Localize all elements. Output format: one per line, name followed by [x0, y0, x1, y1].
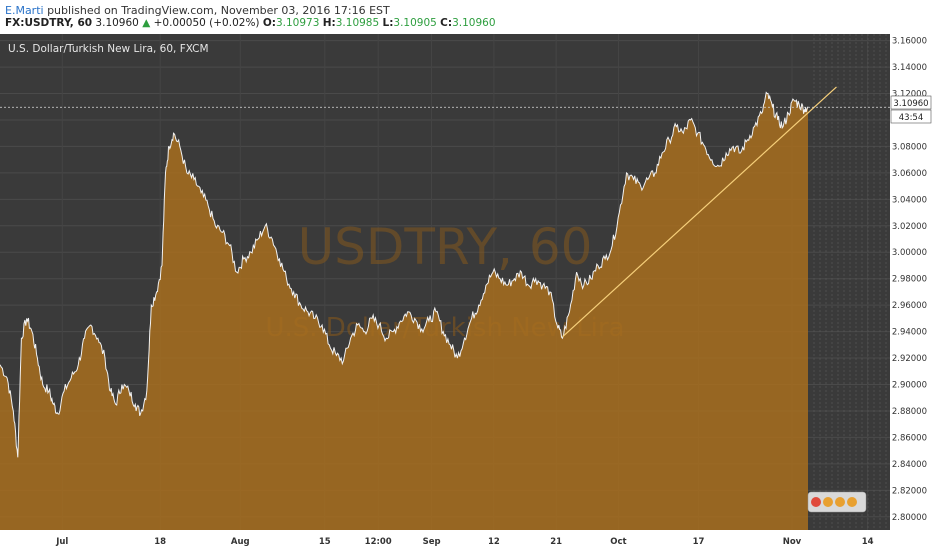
- low-label: L:: [382, 17, 394, 29]
- y-tick-label: 3.08000: [892, 142, 927, 152]
- x-tick-label: Nov: [783, 537, 802, 547]
- publish-line: E.Marti published on TradingView.com, No…: [5, 4, 390, 17]
- y-tick-label: 3.16000: [892, 37, 927, 47]
- event-flag-icon[interactable]: [847, 497, 857, 507]
- event-markers[interactable]: [807, 491, 867, 513]
- countdown-text: 43:54: [899, 113, 924, 123]
- published-text: published on TradingView.com, November 0…: [47, 4, 390, 17]
- event-flag-icon[interactable]: [811, 497, 821, 507]
- x-tick-label: 17: [693, 537, 705, 547]
- y-tick-label: 2.88000: [892, 407, 927, 417]
- open-label: O:: [262, 17, 276, 29]
- last-price-tag-text: 3.10960: [893, 99, 928, 109]
- price-line: [0, 91, 809, 458]
- x-tick-label: Oct: [610, 537, 626, 547]
- y-tick-label: 2.84000: [892, 460, 927, 470]
- x-tick-label: 12: [488, 537, 500, 547]
- open-value: 3.10973: [275, 17, 320, 29]
- last-price-tag: 3.10960: [890, 95, 932, 110]
- x-tick-label: 18: [154, 537, 166, 547]
- high-label: H:: [322, 17, 336, 29]
- price-chart[interactable]: USDTRY, 60 U.S. Dollar/Turkish New Lira …: [0, 34, 932, 550]
- symbol-label: FX:USDTRY, 60: [5, 17, 93, 29]
- y-tick-label: 2.98000: [892, 275, 927, 285]
- y-tick-label: 3.04000: [892, 195, 927, 205]
- close-value: 3.10960: [452, 17, 496, 29]
- y-tick-label: 2.86000: [892, 433, 927, 443]
- event-flag-icon[interactable]: [835, 497, 845, 507]
- time-axis[interactable]: [0, 530, 890, 550]
- event-flag-icon[interactable]: [823, 497, 833, 507]
- y-tick-label: 3.00000: [892, 248, 927, 258]
- up-arrow-icon: ▲: [142, 17, 151, 29]
- y-tick-label: 3.14000: [892, 63, 927, 73]
- x-tick-label: 12:00: [365, 537, 392, 547]
- y-tick-label: 2.94000: [892, 328, 927, 338]
- x-tick-label: Aug: [231, 537, 250, 547]
- last-price: 3.10960: [95, 17, 139, 29]
- y-tick-label: 3.02000: [892, 222, 927, 232]
- x-tick-label: 15: [319, 537, 331, 547]
- y-tick-label: 3.12000: [892, 90, 927, 100]
- author-link[interactable]: E.Marti: [5, 4, 44, 17]
- x-tick-label: Jul: [55, 537, 68, 547]
- chart-title: U.S. Dollar/Turkish New Lira, 60, FXCM: [8, 43, 209, 55]
- y-tick-label: 2.90000: [892, 381, 927, 391]
- high-value: 3.10985: [335, 17, 380, 29]
- y-tick-label: 2.92000: [892, 354, 927, 364]
- countdown-tag: 43:54: [890, 109, 932, 124]
- time-axis-labels: Jul 18 Aug 15 12:00 Sep 12 21 Oct 17 Nov 14: [55, 537, 873, 547]
- x-tick-label: Sep: [423, 537, 441, 547]
- change-value: +0.00050 (+0.02%): [153, 17, 260, 29]
- x-tick-label: 14: [862, 537, 874, 547]
- y-tick-label: 3.06000: [892, 169, 927, 179]
- y-tick-label: 2.82000: [892, 486, 927, 496]
- trendline[interactable]: [561, 86, 837, 338]
- y-tick-label: 2.80000: [892, 513, 927, 523]
- price-area: [0, 92, 808, 530]
- price-axis-labels: 3.160003.140003.120003.100003.080003.060…: [892, 37, 927, 523]
- watermark-symbol: USDTRY, 60: [298, 218, 593, 276]
- low-value: 3.10905: [393, 17, 437, 29]
- x-tick-label: 21: [550, 537, 562, 547]
- quote-line: FX:USDTRY, 60 3.10960 ▲ +0.00050 (+0.02%…: [5, 17, 496, 29]
- chart-frame[interactable]: USDTRY, 60 U.S. Dollar/Turkish New Lira …: [0, 34, 932, 550]
- y-tick-label: 2.96000: [892, 301, 927, 311]
- close-label: C:: [440, 17, 453, 29]
